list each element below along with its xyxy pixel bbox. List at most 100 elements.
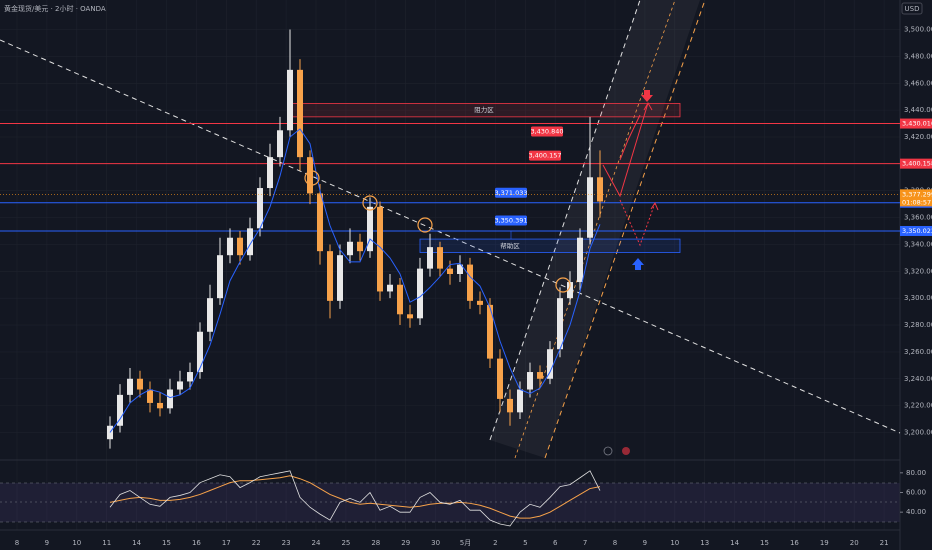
- candle-body: [347, 241, 353, 256]
- y-tick-label: 3,440.000: [904, 106, 932, 114]
- candle-body: [457, 264, 463, 274]
- y-tick-label: 3,480.000: [904, 52, 932, 60]
- rsi-band: [0, 483, 900, 522]
- x-tick-label: 6: [553, 539, 558, 547]
- candle-body: [447, 268, 453, 274]
- candle-body: [287, 69, 293, 131]
- level-tag-text: 3,400.158: [902, 160, 932, 168]
- candle-body: [217, 255, 223, 299]
- price-note-text: 3,350.391: [494, 216, 527, 224]
- candle-body: [587, 177, 593, 238]
- currency-box[interactable]: [901, 2, 923, 15]
- countdown-text: 01:08:57: [902, 198, 931, 206]
- x-tick-label: 11: [102, 539, 111, 547]
- event-icon[interactable]: [603, 446, 613, 456]
- candle-body: [307, 157, 313, 194]
- price-note-text: 3,371.033: [494, 189, 527, 197]
- path-arrow: [619, 114, 641, 161]
- x-tick-label: 10: [670, 539, 679, 547]
- candle-body: [257, 188, 263, 229]
- x-tick-label: 24: [312, 539, 321, 547]
- x-tick-label: 28: [371, 539, 380, 547]
- price-note: [531, 126, 563, 137]
- up-arrow: [632, 258, 644, 270]
- candle-body: [597, 177, 603, 202]
- price-note-text: 3,400.157: [528, 152, 561, 160]
- x-tick-label: 14: [132, 539, 141, 547]
- x-tick-label: 16: [790, 539, 799, 547]
- candle-body: [437, 247, 443, 269]
- candle-body: [477, 300, 483, 305]
- x-tick-label: 29: [401, 539, 410, 547]
- candle-body: [227, 237, 233, 256]
- x-tick-label: 25: [341, 539, 350, 547]
- currency: USD: [905, 5, 920, 13]
- channel-upper: [489, 0, 641, 441]
- candle-body: [157, 402, 163, 409]
- candle-body: [577, 237, 583, 283]
- price-note-text: 3,430.840: [530, 127, 563, 135]
- touch-marker: [417, 217, 433, 233]
- down-arrow: [641, 90, 653, 102]
- price-note: [495, 215, 527, 226]
- x-tick-label: 7: [583, 539, 587, 547]
- rsi-tick-label: 80.00: [906, 469, 926, 477]
- level-tag: [900, 158, 932, 169]
- x-tick-label: 17: [222, 539, 231, 547]
- candle-body: [137, 378, 143, 390]
- x-tick-label: 8: [613, 539, 617, 547]
- y-tick-label: 3,320.000: [904, 267, 932, 275]
- candle-body: [407, 314, 413, 319]
- level-tag: [900, 225, 932, 236]
- x-tick-label: 9: [45, 539, 49, 547]
- y-tick-label: 3,300.000: [904, 294, 932, 302]
- candle-body: [537, 372, 543, 379]
- x-tick-label: 21: [880, 539, 889, 547]
- moving-average: [109, 128, 601, 433]
- x-tick-label: 19: [820, 539, 829, 547]
- candle-body: [267, 157, 273, 189]
- candle-body: [197, 331, 203, 373]
- y-tick-label: 3,260.000: [904, 348, 932, 356]
- candle-body: [557, 298, 563, 350]
- candle-body: [417, 268, 423, 319]
- x-tick-label: 22: [252, 539, 261, 547]
- level-tag: [900, 118, 932, 129]
- candle-body: [237, 237, 243, 256]
- candle-body: [117, 394, 123, 426]
- candle-body: [547, 349, 553, 379]
- zone: [419, 238, 681, 253]
- y-tick-label: 3,340.000: [904, 240, 932, 248]
- y-tick-label: 3,240.000: [904, 375, 932, 383]
- candle-body: [397, 284, 403, 315]
- candle-body: [247, 228, 253, 256]
- event-icon[interactable]: [622, 447, 630, 455]
- candle-body: [207, 298, 213, 332]
- zone-label: 阻力区: [474, 105, 494, 114]
- path-arrow: [602, 102, 649, 198]
- candle-body: [367, 206, 373, 252]
- rsi-line: [109, 470, 601, 527]
- x-tick-label: 20: [850, 539, 859, 547]
- x-tick-label: 16: [192, 539, 201, 547]
- price-note: [529, 150, 561, 161]
- channel-mid: [514, 0, 676, 459]
- path-arrow: [619, 199, 656, 247]
- grid: [0, 0, 900, 530]
- touch-marker: [362, 195, 378, 211]
- rsi-ma: [109, 475, 601, 519]
- candle-body: [337, 255, 343, 301]
- x-tick-label: 23: [282, 539, 291, 547]
- arrow-head: [650, 201, 659, 211]
- candle-body: [527, 372, 533, 390]
- candle-body: [317, 193, 323, 252]
- x-tick-label: 15: [162, 539, 171, 547]
- level-tag-text: 3,430.010: [902, 120, 932, 128]
- candle-body: [177, 381, 183, 390]
- candle-body: [327, 251, 333, 301]
- candle-body: [487, 304, 493, 359]
- x-tick-label: 13: [700, 539, 709, 547]
